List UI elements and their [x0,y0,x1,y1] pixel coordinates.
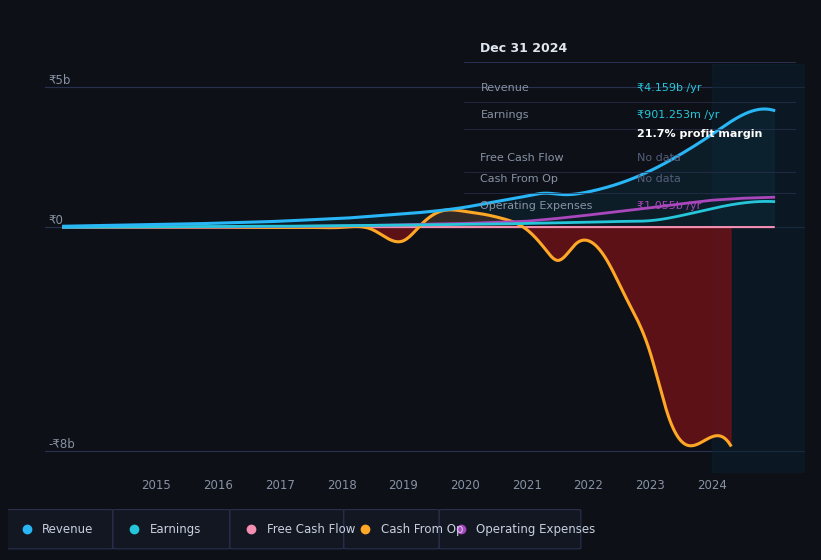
Text: ₹0: ₹0 [48,214,63,227]
Text: ₹5b: ₹5b [48,74,71,87]
Text: Free Cash Flow: Free Cash Flow [480,152,564,162]
FancyBboxPatch shape [113,510,230,549]
Text: 21.7% profit margin: 21.7% profit margin [637,129,762,139]
Bar [712,64,805,473]
FancyBboxPatch shape [439,510,581,549]
Text: ₹1.055b /yr: ₹1.055b /yr [637,201,701,211]
Text: Revenue: Revenue [480,83,530,93]
Text: ₹901.253m /yr: ₹901.253m /yr [637,110,719,120]
FancyBboxPatch shape [344,510,439,549]
FancyBboxPatch shape [230,510,344,549]
Text: Operating Expenses: Operating Expenses [476,522,595,536]
Text: Cash From Op: Cash From Op [381,522,463,536]
Text: Dec 31 2024: Dec 31 2024 [480,43,568,55]
Text: Cash From Op: Cash From Op [480,174,558,184]
Text: Earnings: Earnings [149,522,201,536]
Text: Revenue: Revenue [42,522,94,536]
Text: ₹4.159b /yr: ₹4.159b /yr [637,83,701,93]
Text: Earnings: Earnings [480,110,529,120]
Text: No data: No data [637,152,681,162]
FancyBboxPatch shape [5,510,113,549]
Text: Free Cash Flow: Free Cash Flow [267,522,355,536]
Text: Operating Expenses: Operating Expenses [480,201,593,211]
Text: -₹8b: -₹8b [48,438,75,451]
Text: No data: No data [637,174,681,184]
